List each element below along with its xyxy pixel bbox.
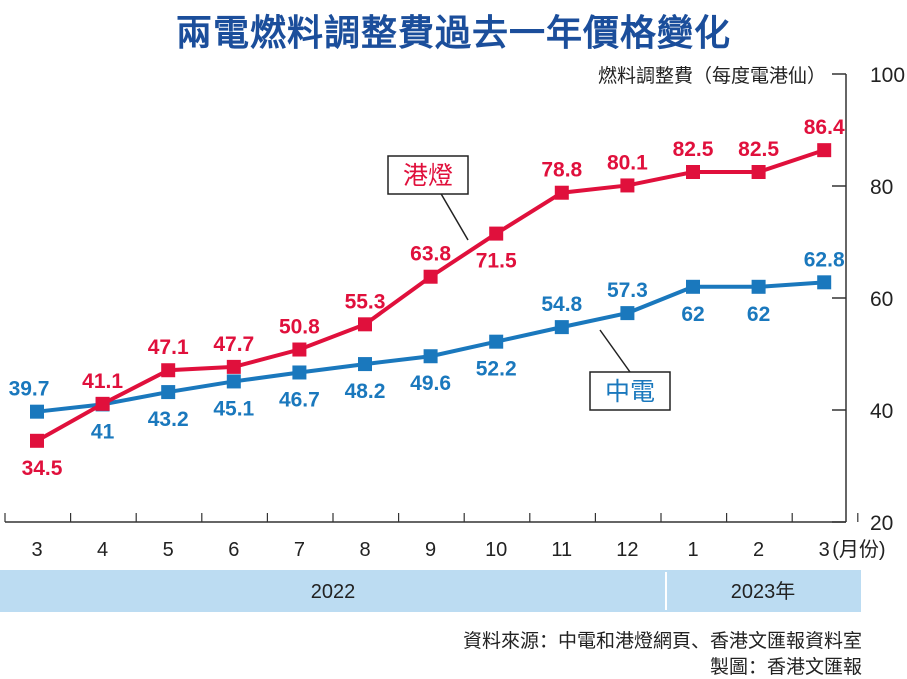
clp-point <box>817 275 832 290</box>
hk-electric-point <box>226 359 241 374</box>
x-tick-label: 9 <box>425 539 436 561</box>
clp-data-label: 39.7 <box>9 378 50 401</box>
hk-electric-data-label: 47.1 <box>148 336 189 359</box>
hk-callout-box <box>387 155 469 195</box>
clp-point <box>686 279 700 294</box>
clp-point <box>30 404 44 419</box>
clp-point <box>226 374 241 389</box>
clp-data-label: 62 <box>747 303 770 326</box>
year-label: 2022 <box>311 581 356 603</box>
clp-data-label: 52.2 <box>476 358 517 381</box>
y-tick-label: 40 <box>870 400 893 423</box>
clp-data-label: 41 <box>91 420 115 443</box>
clp-point <box>292 365 307 380</box>
x-tick-label: 6 <box>228 539 239 561</box>
hk-electric-point <box>30 433 44 448</box>
clp-data-label: 46.7 <box>279 388 320 411</box>
hk-electric-data-label: 63.8 <box>410 243 451 266</box>
hk-electric-point <box>751 165 766 179</box>
hk-electric-point <box>292 342 307 357</box>
hk-electric-point <box>423 269 438 284</box>
hk-electric-point <box>554 185 569 200</box>
x-tick-label: 12 <box>616 539 638 561</box>
x-tick-label: 2 <box>753 539 764 561</box>
credit-note: 製圖：香港文匯報 <box>709 656 862 678</box>
y-tick-label: 60 <box>870 288 893 311</box>
hk-electric-data-label: 78.8 <box>541 159 582 182</box>
hk-electric-data-label: 34.5 <box>22 457 63 480</box>
y-tick-label: 20 <box>870 512 893 535</box>
hk-electric-data-label: 82.5 <box>673 138 714 161</box>
hk-electric-point <box>620 178 635 193</box>
y-tick-label: 100 <box>870 64 905 87</box>
hk-electric-point <box>358 317 372 332</box>
x-tick-label: 1 <box>687 539 698 561</box>
clp-data-label: 49.6 <box>410 372 451 395</box>
x-tick-label: 4 <box>97 539 108 561</box>
clp-data-label: 54.8 <box>541 293 582 316</box>
x-tick-label: 11 <box>551 539 572 561</box>
hk-electric-point <box>95 396 110 411</box>
clp-callout-pointer <box>599 329 631 373</box>
hk-electric-data-label: 80.1 <box>607 151 648 174</box>
clp-data-label: 43.2 <box>148 408 189 431</box>
hk-electric-data-label: 71.5 <box>476 250 517 273</box>
x-tick-label: 3 <box>819 539 830 561</box>
y-axis-title: 燃料調整費（每度電港仙） <box>598 65 826 87</box>
clp-data-label: 62 <box>681 303 704 326</box>
x-tick-label: 5 <box>163 539 174 561</box>
x-tick-label: 8 <box>359 539 370 561</box>
clp-data-label: 57.3 <box>607 279 648 302</box>
clp-point <box>358 357 372 372</box>
clp-point <box>620 306 635 321</box>
clp-point <box>554 320 569 335</box>
hk-electric-data-label: 86.4 <box>804 116 845 139</box>
hk-electric-data-label: 50.8 <box>279 316 320 339</box>
hk-electric-data-label: 41.1 <box>82 370 123 393</box>
hk-electric-data-label: 55.3 <box>345 290 386 313</box>
x-tick-label: 7 <box>294 539 305 561</box>
hk-electric-data-label: 47.7 <box>213 333 254 356</box>
clp-point <box>423 349 438 364</box>
hk-electric-point <box>161 363 176 378</box>
hk-callout-pointer <box>439 191 469 241</box>
hk-electric-point <box>489 226 504 241</box>
clp-point <box>161 385 176 400</box>
clp-data-label: 48.2 <box>345 380 386 403</box>
clp-data-label: 45.1 <box>213 397 254 420</box>
x-tick-label: 10 <box>485 539 507 561</box>
source-note: 資料來源：中電和港燈網頁、香港文匯報資料室 <box>462 630 862 652</box>
clp-point <box>751 279 766 294</box>
hk-electric-point <box>686 165 700 179</box>
chart-title: 兩電燃料調整費過去一年價格變化 <box>175 13 731 54</box>
hk-callout-label: 港燈 <box>403 161 453 190</box>
clp-data-label: 62.8 <box>804 248 845 271</box>
y-tick-label: 80 <box>870 176 893 199</box>
clp-callout-box <box>589 371 671 411</box>
x-axis-unit: (月份) <box>832 538 885 561</box>
hk-electric-data-label: 82.5 <box>738 138 779 161</box>
year-label: 2023年 <box>731 580 796 603</box>
clp-callout-label: 中電 <box>605 377 655 406</box>
clp-point <box>489 334 504 349</box>
hk-electric-point <box>817 143 832 158</box>
x-tick-label: 3 <box>31 539 42 561</box>
year-band <box>0 570 861 612</box>
